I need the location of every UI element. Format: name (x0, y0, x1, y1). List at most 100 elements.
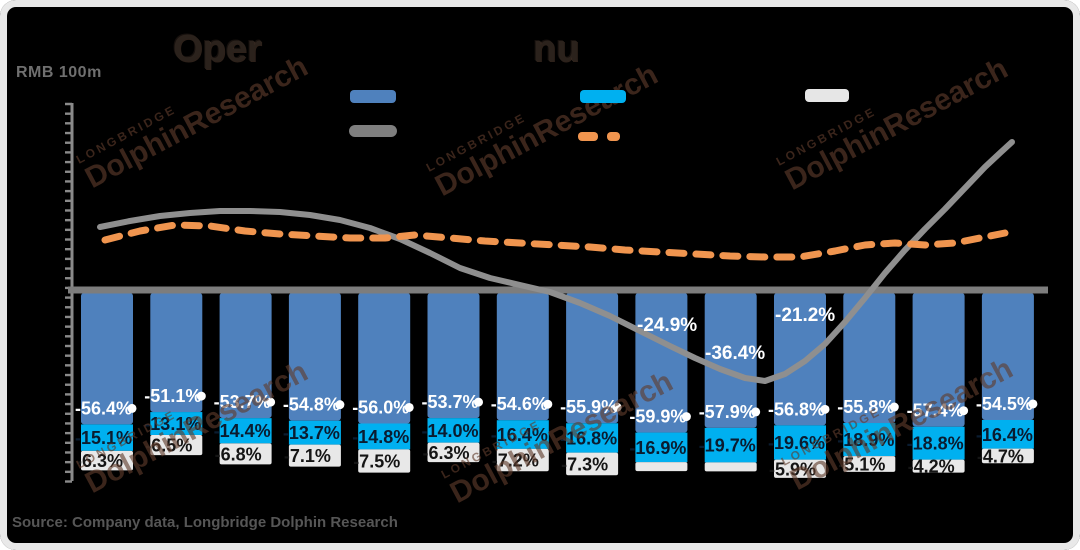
bar-label-light: -6.3% (423, 443, 470, 463)
bar-marker-dot (266, 397, 276, 407)
bar-label-blue: -53.7% (422, 392, 479, 412)
bar-label-light: -5.9% (769, 459, 816, 479)
bar-label-light: -6.5% (145, 436, 192, 456)
bar-marker-dot (612, 402, 622, 412)
bar-label-cyan: -19.7% (699, 436, 756, 456)
bar-segment-blue (150, 293, 203, 413)
bar-marker-dot (889, 402, 899, 412)
bar-label-cyan: -13.1% (144, 414, 201, 434)
source-note: Source: Company data, Longbridge Dolphin… (12, 514, 398, 531)
bar-segment-light (704, 462, 757, 472)
bar-marker-dot (127, 403, 137, 413)
bar-segment-blue (496, 293, 549, 421)
bar-label-cyan: -18.9% (837, 430, 894, 450)
bar-segment-cyan (358, 423, 411, 450)
bar-label-blue: -57.9% (699, 402, 756, 422)
bar-marker-dot (959, 406, 969, 416)
bar-segment-cyan (150, 412, 203, 435)
bar-label-cyan: -15.1% (75, 428, 132, 448)
bar-label-light: -6.8% (215, 444, 262, 464)
orange-dash (578, 132, 598, 141)
bar-label-cyan: -16.4% (491, 425, 548, 445)
gray-trend-line (97, 139, 1015, 384)
bar-label-cyan: -16.4% (976, 425, 1033, 445)
legend-swatch-gray-line (349, 125, 397, 137)
bar-segment-light (288, 444, 341, 467)
bar-label-light: -5.1% (838, 454, 885, 474)
bar-marker-dot (751, 407, 761, 417)
bar-label-light: -4.2% (908, 457, 955, 477)
chart-title-fragment: Oper (173, 28, 262, 70)
legend-swatch-blue-bar (350, 90, 396, 103)
bar-segment-cyan (566, 423, 619, 453)
bar-segment-cyan (774, 425, 826, 460)
bar-marker-dot (335, 400, 345, 410)
chart-title-fragment: nu (533, 28, 580, 70)
bar-label-cyan: -14.4% (214, 421, 271, 441)
bar-segment-light (566, 452, 619, 476)
bar-segment-light (81, 450, 133, 471)
bar-segment-light (843, 456, 896, 472)
bar-label-blue: -54.8% (283, 395, 340, 415)
bar-marker-dot (474, 397, 483, 407)
bar-segment-light (219, 443, 272, 465)
bar-segment-blue (81, 293, 133, 425)
bar-label-cyan: -14.8% (352, 427, 409, 447)
bar-label-blue: -56.8% (768, 399, 825, 419)
bar-label-cyan: -19.6% (768, 433, 825, 453)
bar-label-cyan: -14.0% (422, 421, 479, 441)
bar-label-light: -4.7% (977, 446, 1024, 466)
bar-label-light: -6.3% (76, 451, 123, 471)
bar-label-light: -7.2% (492, 451, 539, 471)
bar-label-blue: -56.0% (352, 397, 409, 417)
bar-label-blue: -56.4% (75, 398, 132, 418)
line-point-label: -21.2% (775, 305, 835, 326)
bar-segment-cyan (496, 420, 549, 449)
line-point-label: -24.9% (637, 315, 697, 336)
bar-label-blue: -59.9% (629, 407, 686, 427)
bar-segment-light (496, 448, 549, 472)
bar-segment-light (774, 459, 826, 478)
bar-label-blue: -55.9% (560, 397, 617, 417)
bar-label-cyan: -16.8% (560, 428, 617, 448)
bar-segment-light (358, 449, 411, 473)
bar-segment-cyan (843, 423, 896, 457)
bar-marker-dot (404, 402, 414, 412)
bar-segment-light (981, 448, 1034, 464)
bar-marker-dot (820, 404, 830, 414)
bar-label-blue: -54.5% (976, 394, 1033, 414)
bar-label-blue: -51.1% (144, 386, 201, 406)
bar-label-blue: -55.8% (837, 397, 894, 417)
bar-segment-blue (843, 293, 896, 424)
bar-label-cyan: -18.8% (907, 434, 964, 454)
bar-segment-light (427, 442, 480, 463)
bar-segment-blue (358, 293, 411, 424)
bar-label-light: -7.5% (353, 452, 400, 472)
bar-segment-cyan (704, 427, 757, 463)
bar-segment-cyan (912, 426, 965, 460)
bar-segment-blue (427, 293, 480, 419)
bar-segment-cyan (288, 420, 341, 445)
bar-label-light: -7.3% (561, 454, 608, 474)
bar-segment-cyan (219, 418, 272, 444)
bar-segment-blue (774, 293, 826, 426)
bar-marker-dot (681, 412, 691, 422)
bar-segment-blue (981, 293, 1034, 420)
bar-segment-cyan (81, 424, 133, 451)
bar-label-blue: -53.7% (214, 392, 271, 412)
bar-label-cyan: -13.7% (283, 423, 340, 443)
bar-segment-cyan (635, 432, 688, 463)
legend-swatch-orange-dashed-line (578, 128, 620, 146)
bar-segment-cyan (981, 419, 1034, 449)
legend-swatch-white-bar (805, 89, 849, 102)
bar-label-cyan: -16.9% (629, 438, 686, 458)
bar-marker-dot (1028, 399, 1038, 409)
y-axis-unit-label: RMB 100m (16, 64, 102, 81)
bar-label-blue: -54.6% (491, 394, 548, 414)
legend-swatch-cyan-bar (580, 90, 626, 103)
bar-segment-blue (704, 293, 757, 428)
bar-label-light: -7.1% (284, 446, 331, 466)
bar-segment-blue (635, 293, 688, 433)
